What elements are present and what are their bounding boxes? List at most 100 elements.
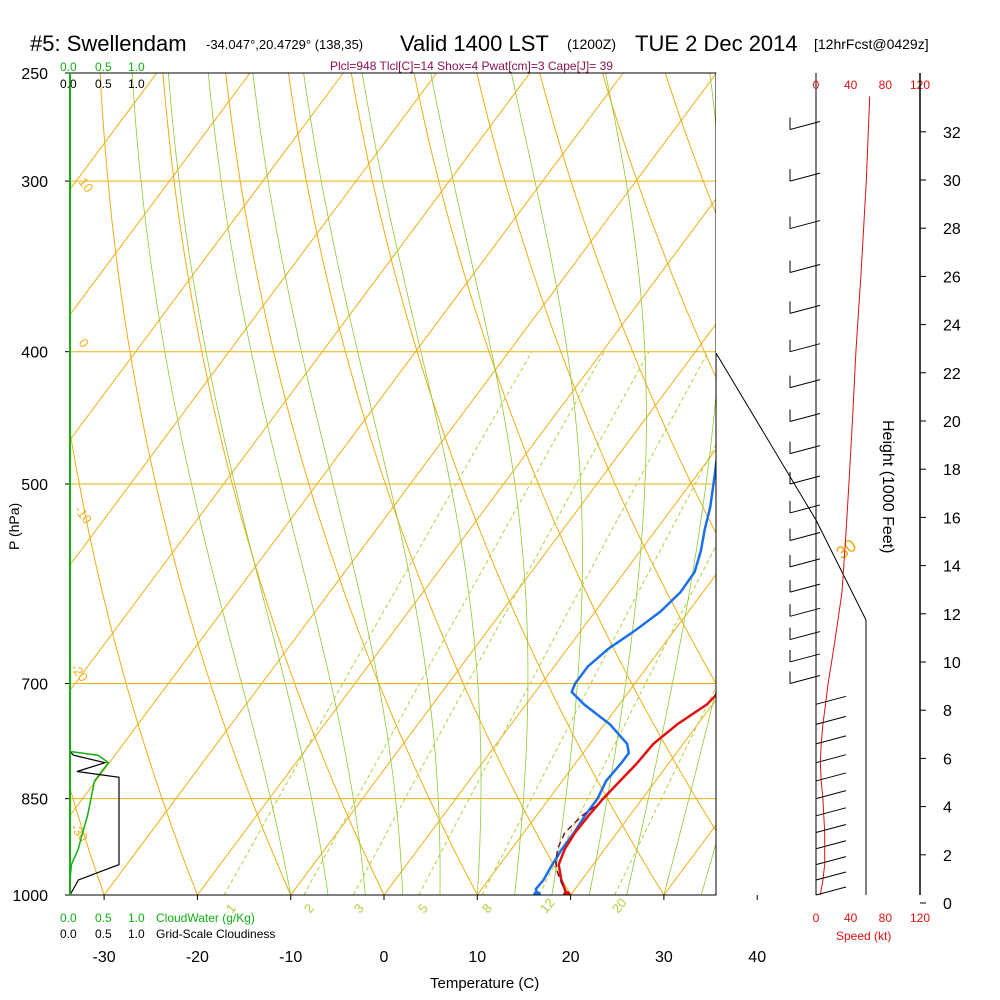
cloudiness-tick-bottom: 1.0 — [128, 927, 145, 941]
height-tick-label: 6 — [943, 751, 952, 768]
x-axis-label: Temperature (C) — [430, 975, 539, 992]
height-tick-label: 16 — [943, 510, 961, 527]
forecast-date: TUE 2 Dec 2014 — [635, 31, 798, 56]
wind-barb — [789, 558, 821, 568]
x-tick-label: 20 — [562, 949, 580, 966]
cloudiness-tick-bottom: 0.5 — [95, 927, 112, 941]
height-tick-label: 32 — [943, 125, 961, 142]
cloud-panel — [69, 73, 120, 896]
mixing-ratio-label: 5 — [415, 901, 431, 916]
dry-adiabat — [99, 73, 292, 895]
pressure-tick-label: 500 — [21, 477, 48, 494]
mixing-ratio-label: 2 — [301, 901, 317, 916]
isotherm — [70, 73, 344, 441]
height-tick-label: 30 — [943, 173, 961, 190]
wind-speed-boundary — [715, 352, 867, 895]
temperature-line — [557, 693, 716, 895]
dry-adiabat — [225, 73, 478, 895]
wind-scale-top: 80 — [879, 78, 893, 92]
pressure-tick-label: 850 — [21, 792, 48, 809]
height-tick-label: 8 — [943, 703, 952, 720]
wind-barb — [789, 532, 821, 541]
height-tick-label: 22 — [943, 366, 961, 383]
wind-barb — [789, 504, 821, 514]
dry-adiabat — [476, 73, 716, 685]
mixing-ratio-label: 3 — [351, 901, 367, 916]
surface-dewpoint-marker — [533, 891, 542, 895]
height-tick-label: 2 — [943, 848, 952, 865]
x-tick-label: 30 — [655, 949, 673, 966]
cloud-water-label: CloudWater (g/Kg) — [156, 911, 255, 925]
dry-adiabat — [844, 49, 1000, 895]
dry-adiabat-label: 30 — [832, 535, 860, 563]
wind-barb — [815, 871, 847, 881]
cloudiness-label: Grid-Scale Cloudiness — [156, 927, 275, 941]
wind-barb — [789, 475, 821, 485]
wind-barb — [815, 715, 847, 725]
wind-barb — [789, 172, 821, 182]
moist-adiabat — [430, 73, 529, 895]
wind-barb — [789, 583, 821, 593]
moist-adiabat — [588, 73, 647, 895]
wind-barb — [815, 695, 847, 705]
wind-speed-label: Speed (kt) — [836, 929, 891, 943]
cloud-water-tick-bottom: 0.5 — [95, 911, 112, 925]
height-tick-label: 10 — [943, 655, 961, 672]
cloud-scale-bottom: 0.0 0.5 1.0 CloudWater (g/Kg) 0.0 0.5 1.… — [60, 911, 275, 941]
x-tick-label: -10 — [279, 949, 302, 966]
parcel-line — [555, 804, 597, 895]
surface-temperature-marker — [562, 891, 571, 895]
mixing-ratio-line — [223, 351, 533, 895]
wind-barb — [815, 772, 847, 782]
wind-barb — [789, 220, 821, 230]
wind-panel-bg — [716, 73, 862, 895]
isotherm — [851, 73, 1000, 895]
moist-adiabat — [131, 73, 292, 895]
x-tick-label: 0 — [380, 949, 389, 966]
cloud-scale-top: 0.0 0.5 1.0 0.0 0.5 1.0 — [60, 60, 145, 91]
dry-adiabat — [162, 73, 385, 895]
height-tick-label: 20 — [943, 414, 961, 431]
cloud-water-tick-top: 0.5 — [95, 60, 112, 74]
valid-time: Valid 1400 LST — [400, 31, 549, 56]
x-tick-label: 40 — [748, 949, 766, 966]
wind-barb — [815, 824, 847, 834]
height-tick-label: 0 — [943, 896, 952, 913]
moist-adiabat — [207, 73, 366, 895]
height-tick-label: 24 — [943, 318, 961, 335]
wind-scale-bottom: 120 — [910, 911, 930, 925]
isotherm-label: 0 — [76, 336, 92, 351]
wind-barb — [789, 607, 821, 617]
isotherm — [476, 573, 716, 895]
isotherm-label: -30 — [68, 821, 91, 845]
wind-barb — [789, 413, 821, 423]
cloudiness-tick-top: 0.5 — [95, 77, 112, 91]
cloud-water-line — [69, 683, 110, 895]
forecast-info: [12hrFcst@0429z] — [814, 36, 929, 52]
height-tick-label: 14 — [943, 559, 961, 576]
height-tick-label: 12 — [943, 607, 961, 624]
isotherm-label: -10 — [72, 503, 95, 527]
dry-adiabat — [70, 786, 105, 895]
isotherm — [70, 73, 251, 316]
wind-barb — [815, 856, 847, 866]
pressure-tick-label: 300 — [21, 174, 48, 191]
wind-barb — [815, 735, 847, 745]
wind-barb — [815, 840, 847, 850]
mixing-ratio-label: 12 — [537, 895, 558, 916]
station-title: #5: Swellendam — [30, 31, 187, 56]
height-tick-label: 18 — [943, 462, 961, 479]
dry-adiabat — [350, 73, 665, 895]
moist-adiabat — [252, 73, 404, 895]
dry-adiabat — [968, 49, 1000, 895]
wind-barb — [789, 445, 821, 455]
wind-barb — [789, 675, 821, 684]
x-tick-label: -30 — [93, 949, 116, 966]
wind-barb — [815, 790, 847, 800]
wind-speed-line — [819, 96, 871, 896]
dry-adiabat — [539, 73, 716, 535]
pressure-tick-label: 250 — [21, 66, 48, 83]
grid-layer — [70, 49, 1000, 895]
wind-barb — [789, 379, 821, 389]
